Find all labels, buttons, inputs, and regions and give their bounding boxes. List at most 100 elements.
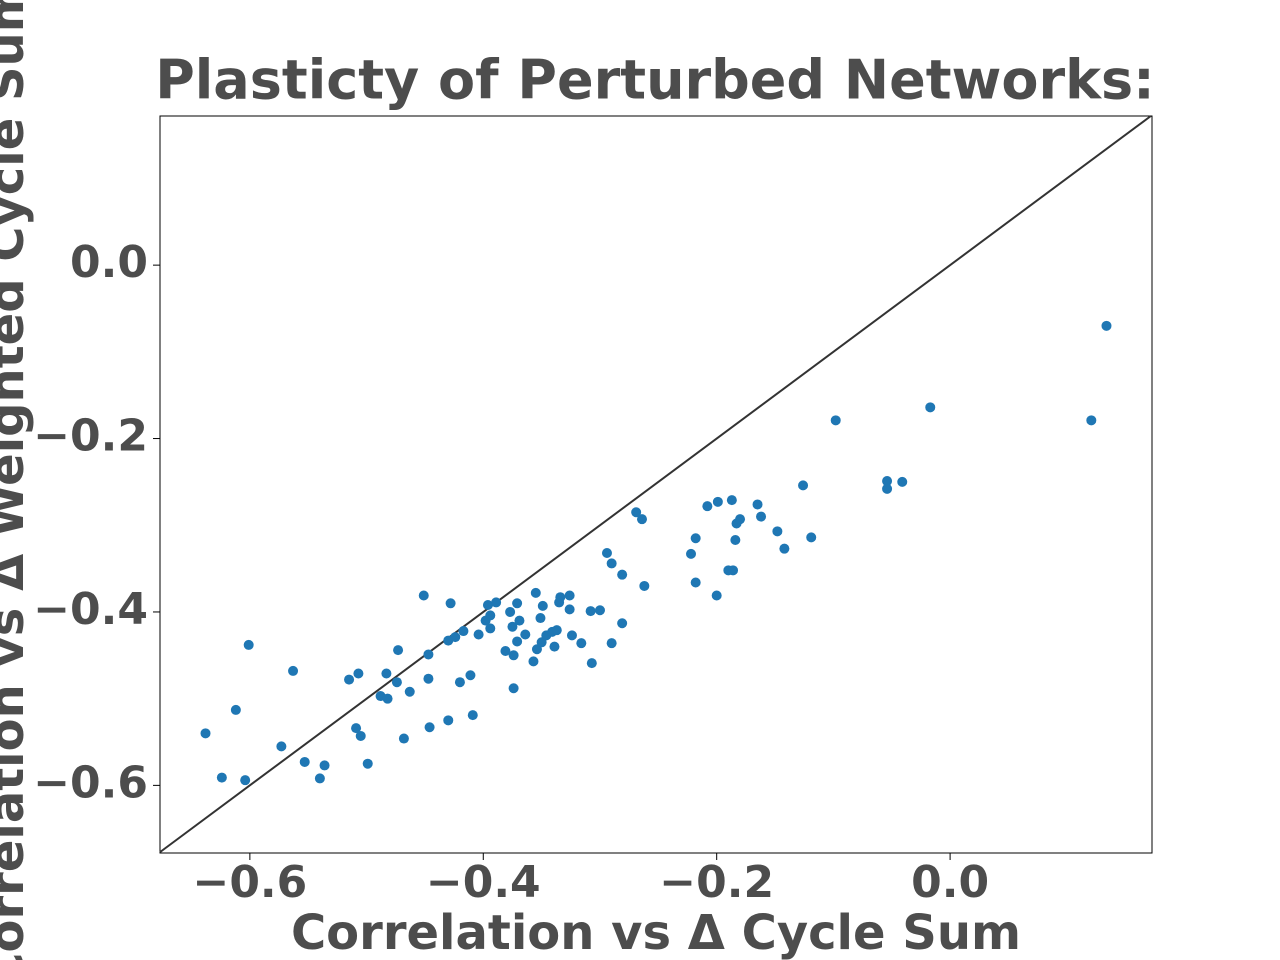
point xyxy=(586,658,597,669)
point xyxy=(537,600,548,611)
point xyxy=(617,618,628,629)
point xyxy=(200,728,211,739)
point xyxy=(508,683,519,694)
point xyxy=(530,587,541,598)
point xyxy=(690,533,701,544)
point xyxy=(798,480,809,491)
point xyxy=(423,673,434,684)
point xyxy=(730,534,741,545)
point xyxy=(391,677,402,688)
point xyxy=(216,772,227,783)
point xyxy=(508,650,519,661)
point xyxy=(445,598,456,609)
point xyxy=(686,548,697,559)
chart-title: Plasticty of Perturbed Networks: xyxy=(155,49,1155,112)
identity-line xyxy=(159,115,1152,853)
point xyxy=(319,760,330,771)
point xyxy=(806,532,817,543)
point xyxy=(830,415,841,426)
point xyxy=(528,656,539,667)
point xyxy=(752,499,763,510)
point xyxy=(897,476,908,487)
point xyxy=(355,730,366,741)
point xyxy=(423,649,434,660)
point xyxy=(594,605,605,616)
point xyxy=(398,733,409,744)
point xyxy=(424,722,435,733)
point xyxy=(549,641,560,652)
point xyxy=(505,606,516,617)
point xyxy=(702,501,713,512)
point xyxy=(240,775,251,786)
point xyxy=(585,606,596,617)
point xyxy=(482,600,493,611)
point xyxy=(690,577,701,588)
point xyxy=(735,514,746,525)
point xyxy=(606,638,617,649)
point xyxy=(418,590,429,601)
point xyxy=(639,580,650,591)
plot-frame xyxy=(159,115,1153,854)
point xyxy=(450,632,461,643)
point xyxy=(631,507,642,518)
point xyxy=(617,569,628,580)
point xyxy=(566,630,577,641)
point xyxy=(507,621,518,632)
y-tick-label: −0.4 xyxy=(33,584,148,635)
point xyxy=(443,715,454,726)
point xyxy=(512,636,523,647)
point xyxy=(711,590,722,601)
point xyxy=(882,483,893,494)
point xyxy=(381,668,392,679)
point xyxy=(520,629,531,640)
point xyxy=(276,741,287,752)
point xyxy=(535,613,546,624)
point xyxy=(299,756,310,767)
point xyxy=(882,476,893,487)
point xyxy=(512,598,523,609)
point xyxy=(454,677,465,688)
y-tick-label: −0.6 xyxy=(33,757,148,808)
point xyxy=(564,590,575,601)
x-tick-label: 0.0 xyxy=(911,857,989,908)
y-tick-label: 0.0 xyxy=(70,237,148,288)
point xyxy=(465,670,476,681)
point xyxy=(362,758,373,769)
point xyxy=(393,645,404,656)
point xyxy=(576,638,587,649)
point xyxy=(404,686,415,697)
point xyxy=(756,511,767,522)
point xyxy=(712,496,723,507)
x-tick-label: −0.2 xyxy=(659,857,774,908)
point xyxy=(243,639,254,650)
point xyxy=(1101,320,1112,331)
point xyxy=(728,565,739,576)
x-tick-label: −0.4 xyxy=(426,857,541,908)
point xyxy=(1086,415,1097,426)
point xyxy=(344,674,355,685)
point xyxy=(491,597,502,608)
point xyxy=(564,604,575,615)
point xyxy=(288,665,299,676)
y-tick-label: −0.2 xyxy=(33,411,148,462)
point xyxy=(485,623,496,634)
x-tick-label: −0.6 xyxy=(192,857,307,908)
point xyxy=(606,558,617,569)
point xyxy=(636,514,647,525)
point xyxy=(353,668,364,679)
point xyxy=(779,543,790,554)
y-axis-label: Correlation vs Δ Weighted Cycle Sum xyxy=(0,0,35,960)
point xyxy=(230,704,241,715)
point xyxy=(551,625,562,636)
point xyxy=(485,610,496,621)
point xyxy=(382,693,393,704)
point xyxy=(772,526,783,537)
point xyxy=(467,710,478,721)
point xyxy=(473,629,484,640)
point xyxy=(314,773,325,784)
point xyxy=(925,402,936,413)
point xyxy=(458,626,469,637)
point xyxy=(351,723,362,734)
